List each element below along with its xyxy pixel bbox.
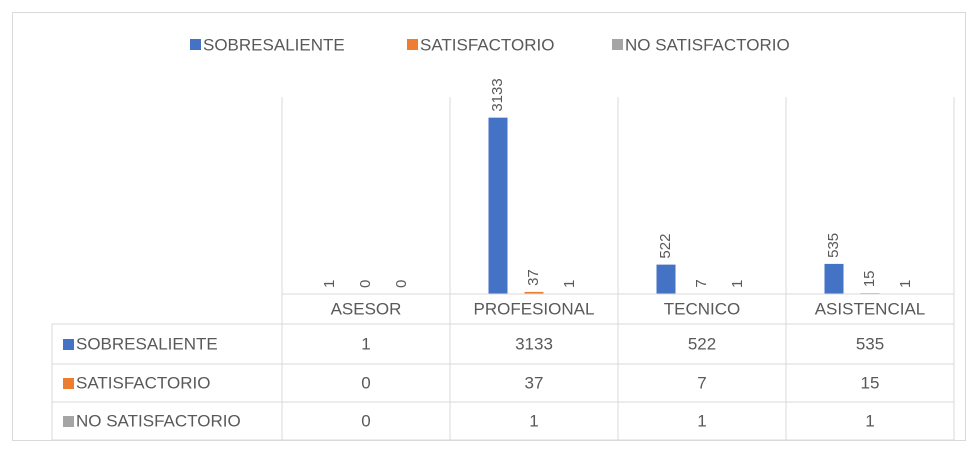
legend-swatch [190, 39, 201, 50]
table-cell: 7 [697, 373, 706, 392]
data-label: 15 [861, 270, 878, 287]
bar [656, 264, 676, 294]
table-cell: 1 [697, 411, 706, 430]
x-tick-label: PROFESIONAL [474, 299, 595, 318]
table-row-label: NO SATISFACTORIO [76, 411, 241, 430]
x-tick-label: ASISTENCIAL [815, 299, 926, 318]
x-tick-label: TECNICO [664, 299, 741, 318]
table-row-label: SATISFACTORIO [76, 373, 210, 392]
data-label: 1 [561, 280, 578, 288]
table-row-label: SOBRESALIENTE [76, 334, 218, 353]
legend-label: SATISFACTORIO [420, 35, 554, 54]
data-label: 7 [693, 279, 710, 287]
table-cell: 37 [525, 373, 544, 392]
data-label: 522 [657, 234, 674, 259]
data-label: 0 [357, 280, 374, 288]
legend-swatch [407, 39, 418, 50]
table-legend-swatch [63, 339, 74, 350]
data-label: 1 [321, 280, 338, 288]
table-cell: 522 [688, 334, 716, 353]
table-cell: 0 [361, 373, 370, 392]
table-cell: 15 [861, 373, 880, 392]
data-label: 0 [393, 280, 410, 288]
bar [524, 291, 544, 294]
data-label: 535 [825, 233, 842, 258]
table-cell: 1 [529, 411, 538, 430]
table-legend-swatch [63, 416, 74, 427]
x-tick-label: ASESOR [331, 299, 402, 318]
data-label: 3133 [489, 78, 506, 111]
data-label: 37 [525, 269, 542, 286]
table-legend-swatch [63, 378, 74, 389]
table-cell: 1 [865, 411, 874, 430]
table-cell: 3133 [515, 334, 553, 353]
legend-swatch [612, 39, 623, 50]
legend-label: NO SATISFACTORIO [625, 35, 790, 54]
table-cell: 1 [361, 334, 370, 353]
bar [824, 263, 844, 294]
data-label: 1 [729, 280, 746, 288]
table-cell: 535 [856, 334, 884, 353]
bar [488, 117, 508, 294]
legend-label: SOBRESALIENTE [203, 35, 345, 54]
table-cell: 0 [361, 411, 370, 430]
data-label: 1 [897, 280, 914, 288]
